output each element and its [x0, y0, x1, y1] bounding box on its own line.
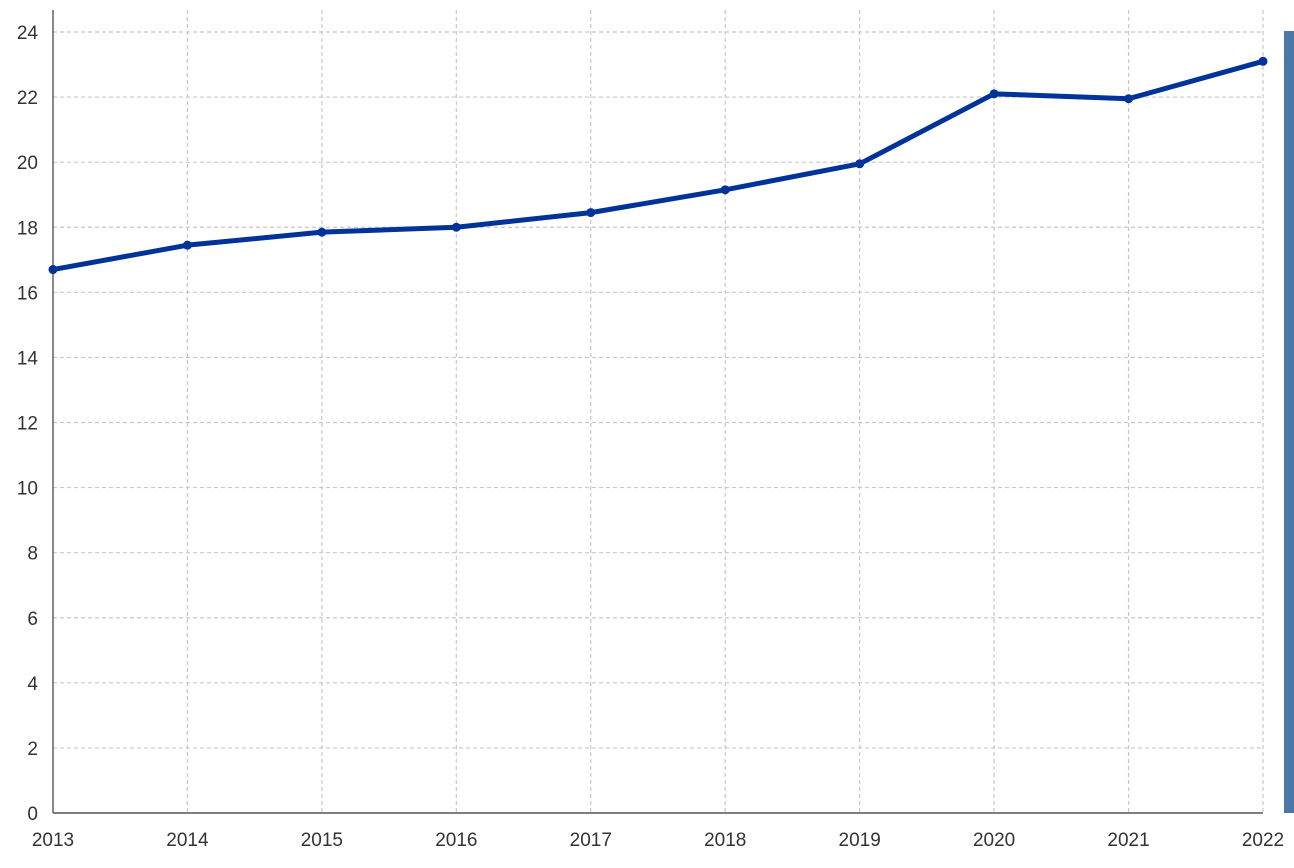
y-tick-label: 10: [17, 479, 38, 500]
y-tick-label: 20: [17, 153, 38, 174]
x-tick-label: 2021: [1107, 830, 1149, 851]
grid: [53, 10, 1264, 813]
y-tick-label: 16: [17, 283, 38, 304]
x-tick-label: 2017: [570, 830, 612, 851]
x-tick-label: 2020: [973, 830, 1015, 851]
x-tick-label: 2016: [435, 830, 477, 851]
y-tick-label: 2: [27, 739, 38, 760]
series-line: [50, 58, 1266, 273]
data-point[interactable]: [1258, 56, 1268, 66]
x-tick-label: 2019: [839, 830, 881, 851]
data-point[interactable]: [1124, 94, 1134, 104]
y-tick-label: 14: [17, 348, 39, 369]
data-point[interactable]: [855, 159, 865, 169]
data-point[interactable]: [451, 222, 461, 232]
y-tick-label: 12: [17, 414, 38, 435]
side-scroll-bar[interactable]: [1284, 31, 1294, 813]
x-tick-label: 2014: [166, 830, 209, 851]
y-tick-label: 24: [17, 23, 39, 44]
series: [48, 56, 1268, 275]
x-tick-labels: 2013 2014 2015 2016 2017 2018 2019 2020 2021 2022: [32, 830, 1284, 851]
data-point[interactable]: [586, 208, 596, 218]
x-tick-label: 2015: [301, 830, 343, 851]
y-tick-label: 4: [27, 674, 38, 695]
x-tick-label: 2013: [32, 830, 74, 851]
y-tick-label: 8: [27, 544, 38, 565]
axes: [52, 10, 1263, 814]
data-point[interactable]: [989, 89, 999, 99]
x-tick-label: 2022: [1242, 830, 1284, 851]
y-tick-label: 0: [27, 804, 38, 825]
data-point[interactable]: [317, 227, 327, 237]
x-tick-label: 2018: [704, 830, 746, 851]
y-tick-label: 6: [27, 609, 38, 630]
y-tick-label: 18: [17, 218, 38, 239]
y-tick-label: 22: [17, 88, 38, 109]
data-point[interactable]: [48, 265, 58, 275]
data-point[interactable]: [720, 185, 730, 195]
data-point[interactable]: [182, 240, 192, 250]
